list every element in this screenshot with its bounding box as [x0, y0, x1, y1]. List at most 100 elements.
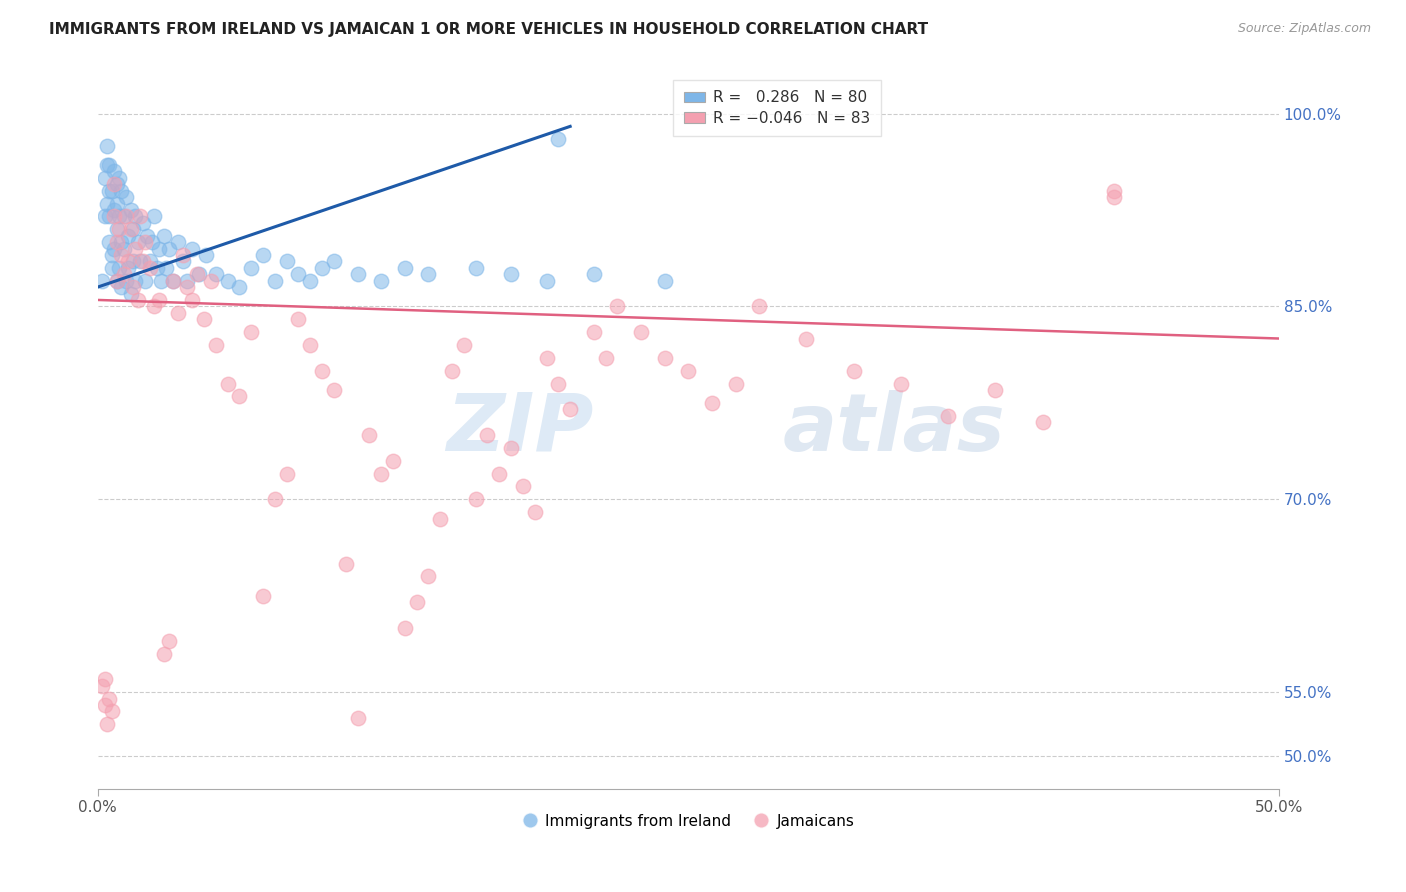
Point [370, 274, 392, 288]
Point [120, 286, 142, 301]
Point [181, 293, 204, 307]
Point [890, 376, 912, 391]
Text: ZIP: ZIP [447, 390, 593, 467]
Point [186, 267, 208, 281]
Point [105, 235, 128, 249]
Point [112, 210, 135, 224]
Point [523, 505, 546, 519]
Point [110, 248, 132, 262]
Point [152, 228, 174, 243]
Point [101, 248, 124, 262]
Point [936, 409, 959, 423]
Point [240, 325, 263, 339]
Point [122, 222, 145, 236]
Point [105, 274, 128, 288]
Point [103, 210, 125, 224]
Point [117, 254, 139, 268]
Point [155, 260, 177, 275]
Point [131, 254, 153, 268]
Point [101, 260, 124, 275]
Point [103, 242, 125, 256]
Point [96, 138, 118, 153]
Point [630, 325, 652, 339]
Text: Source: ZipAtlas.com: Source: ZipAtlas.com [1237, 22, 1371, 36]
Point [228, 389, 250, 403]
Point [127, 293, 149, 307]
Point [359, 428, 381, 442]
Point [512, 479, 534, 493]
Point [287, 267, 309, 281]
Point [346, 267, 368, 281]
Point [108, 260, 131, 275]
Point [240, 260, 263, 275]
Point [157, 633, 180, 648]
Point [204, 267, 226, 281]
Point [141, 235, 163, 249]
Point [748, 299, 770, 313]
Point [796, 332, 818, 346]
Point [322, 254, 344, 268]
Point [394, 621, 416, 635]
Point [134, 235, 156, 249]
Point [98, 210, 121, 224]
Point [172, 248, 194, 262]
Point [103, 178, 125, 192]
Point [103, 202, 125, 217]
Point [143, 210, 166, 224]
Point [263, 274, 285, 288]
Point [91, 274, 114, 288]
Text: atlas: atlas [783, 390, 1005, 467]
Point [204, 338, 226, 352]
Point [322, 383, 344, 397]
Point [98, 184, 121, 198]
Point [263, 492, 285, 507]
Point [162, 274, 184, 288]
Point [93, 210, 115, 224]
Point [193, 312, 215, 326]
Point [110, 184, 132, 198]
Point [501, 441, 523, 455]
Point [547, 376, 569, 391]
Point [167, 235, 190, 249]
Point [129, 210, 152, 224]
Point [136, 228, 159, 243]
Point [96, 196, 118, 211]
Point [188, 267, 211, 281]
Point [145, 260, 167, 275]
Point [138, 260, 160, 275]
Point [115, 210, 138, 224]
Point [1102, 190, 1125, 204]
Point [103, 164, 125, 178]
Point [96, 717, 118, 731]
Legend: Immigrants from Ireland, Jamaicans: Immigrants from Ireland, Jamaicans [516, 807, 860, 835]
Point [176, 274, 198, 288]
Point [560, 402, 582, 417]
Point [148, 242, 170, 256]
Point [105, 196, 128, 211]
Point [217, 376, 239, 391]
Point [381, 453, 404, 467]
Point [129, 254, 152, 268]
Point [138, 254, 160, 268]
Point [124, 242, 146, 256]
Point [143, 299, 166, 313]
Point [311, 260, 333, 275]
Point [181, 242, 204, 256]
Point [101, 184, 124, 198]
Point [124, 210, 146, 224]
Point [501, 267, 523, 281]
Point [276, 254, 298, 268]
Point [98, 235, 121, 249]
Point [217, 274, 239, 288]
Point [276, 467, 298, 481]
Point [464, 260, 486, 275]
Point [418, 569, 440, 583]
Point [120, 222, 142, 236]
Point [200, 274, 222, 288]
Point [110, 280, 132, 294]
Point [162, 274, 184, 288]
Point [429, 511, 451, 525]
Point [150, 274, 173, 288]
Point [110, 235, 132, 249]
Point [195, 248, 218, 262]
